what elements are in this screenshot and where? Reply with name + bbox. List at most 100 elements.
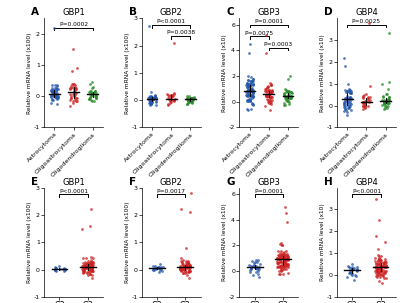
Point [152, 98, 159, 103]
Point [178, 267, 184, 272]
Point [372, 259, 378, 264]
Point [184, 95, 190, 100]
Point [267, 91, 273, 96]
Point [383, 263, 389, 268]
Point [346, 95, 352, 100]
Point [379, 271, 385, 276]
Point [367, 84, 373, 88]
Point [276, 255, 282, 260]
Point [181, 264, 188, 268]
Point [244, 89, 251, 94]
Point [343, 96, 350, 101]
Text: P=0.0002: P=0.0002 [59, 22, 88, 27]
Point [186, 268, 192, 273]
Point [54, 95, 60, 99]
Point [247, 93, 253, 98]
Point [378, 258, 384, 262]
Point [70, 47, 76, 52]
Point [165, 92, 171, 97]
Point [367, 95, 373, 99]
Point [71, 82, 77, 86]
Point [185, 100, 191, 105]
Point [279, 260, 285, 265]
Point [243, 93, 250, 98]
Point [352, 273, 358, 278]
Point [244, 89, 251, 94]
Point [92, 96, 99, 101]
Point [347, 95, 354, 100]
Point [346, 102, 352, 107]
Point [360, 101, 366, 106]
Point [385, 98, 391, 103]
Point [274, 259, 280, 264]
Title: GBP3: GBP3 [257, 178, 280, 187]
Point [79, 264, 85, 268]
Point [249, 88, 256, 93]
Point [281, 267, 288, 272]
Point [266, 90, 273, 95]
Point [51, 88, 57, 93]
Point [263, 32, 270, 37]
Point [167, 98, 174, 103]
Point [186, 96, 192, 101]
Point [72, 90, 79, 95]
Point [185, 99, 192, 104]
Point [148, 94, 154, 99]
Point [375, 253, 382, 258]
Point [247, 97, 253, 102]
Point [282, 252, 288, 257]
Point [93, 91, 99, 96]
Point [245, 86, 251, 91]
Point [284, 256, 291, 261]
Point [286, 95, 293, 100]
Point [348, 265, 355, 269]
Point [383, 260, 389, 265]
Point [253, 266, 260, 271]
Point [366, 20, 372, 25]
Point [84, 263, 91, 268]
Point [381, 100, 387, 105]
Point [87, 260, 94, 265]
Point [67, 103, 73, 108]
Point [84, 263, 90, 268]
Point [284, 94, 290, 99]
Y-axis label: Relative mRNA level (x10): Relative mRNA level (x10) [222, 34, 228, 112]
Point [159, 268, 165, 273]
Point [344, 100, 351, 105]
Point [72, 93, 78, 98]
Point [80, 268, 87, 273]
Point [274, 256, 280, 261]
Point [281, 260, 287, 265]
Point [381, 100, 387, 105]
Point [244, 94, 250, 98]
Point [48, 89, 55, 94]
Y-axis label: Relative mRNA level (x10): Relative mRNA level (x10) [320, 34, 325, 112]
Point [346, 105, 352, 110]
Title: GBP3: GBP3 [257, 8, 280, 17]
Point [250, 90, 257, 95]
Point [171, 40, 177, 45]
Point [249, 88, 256, 93]
Point [149, 267, 156, 271]
Point [73, 87, 80, 92]
Point [278, 263, 284, 268]
Point [284, 93, 291, 98]
Point [83, 262, 89, 267]
Point [341, 103, 347, 108]
Point [281, 255, 287, 260]
Point [171, 90, 177, 95]
Point [281, 249, 288, 254]
Point [274, 248, 281, 253]
Point [88, 267, 94, 272]
Point [381, 271, 388, 275]
Point [250, 94, 256, 99]
Point [246, 98, 253, 103]
Point [184, 263, 190, 268]
Point [62, 267, 68, 272]
Point [348, 261, 355, 266]
Point [362, 101, 369, 105]
Point [84, 270, 90, 275]
Point [381, 106, 388, 111]
Point [87, 258, 94, 263]
Point [266, 101, 272, 106]
